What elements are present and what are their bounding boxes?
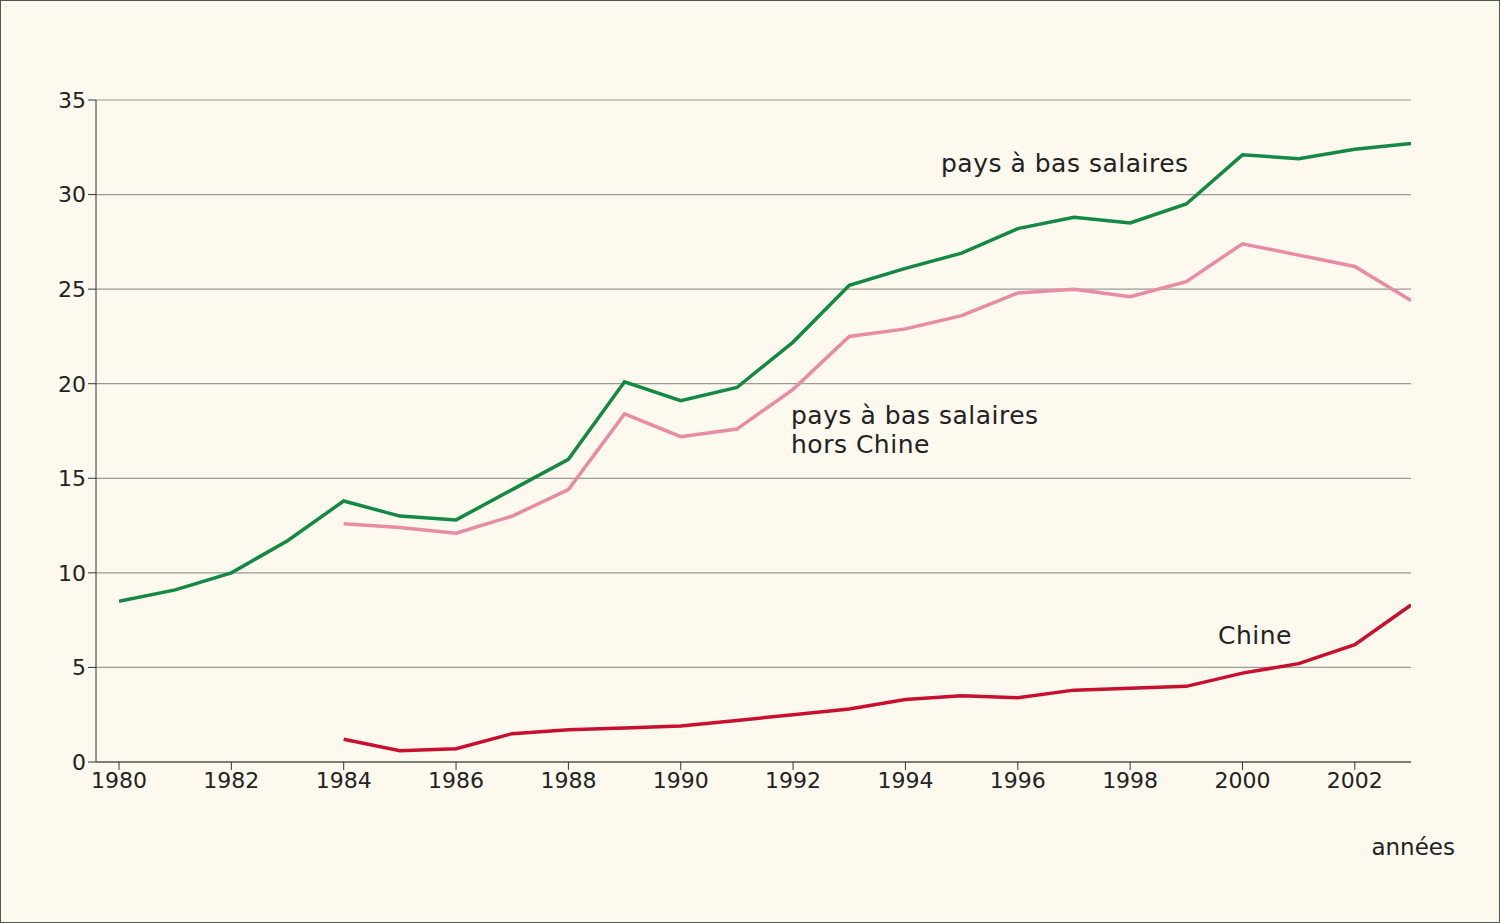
svg-text:1996: 1996 bbox=[990, 768, 1046, 793]
svg-text:15: 15 bbox=[58, 466, 86, 491]
svg-text:1982: 1982 bbox=[203, 768, 259, 793]
svg-text:25: 25 bbox=[58, 277, 86, 302]
svg-text:2000: 2000 bbox=[1214, 768, 1270, 793]
html-text:pays à bas salaires hors Chine: pays à bas salaires hors Chine bbox=[791, 401, 1039, 459]
svg-text:5: 5 bbox=[72, 655, 86, 680]
html-text:années: années bbox=[1371, 834, 1455, 860]
svg-text:1980: 1980 bbox=[91, 768, 147, 793]
svg-text:10: 10 bbox=[58, 561, 86, 586]
svg-text:1992: 1992 bbox=[765, 768, 821, 793]
svg-text:35: 35 bbox=[58, 88, 86, 113]
svg-text:1998: 1998 bbox=[1102, 768, 1158, 793]
html-text:pays à bas salaires: pays à bas salaires bbox=[941, 149, 1189, 178]
svg-text:1984: 1984 bbox=[316, 768, 372, 793]
svg-text:1988: 1988 bbox=[540, 768, 596, 793]
svg-text:1990: 1990 bbox=[653, 768, 709, 793]
svg-text:0: 0 bbox=[72, 750, 86, 775]
svg-text:1994: 1994 bbox=[877, 768, 933, 793]
svg-text:20: 20 bbox=[58, 372, 86, 397]
svg-text:30: 30 bbox=[58, 182, 86, 207]
svg-text:1986: 1986 bbox=[428, 768, 484, 793]
html-text:Chine: Chine bbox=[1218, 621, 1292, 650]
svg-text:2002: 2002 bbox=[1327, 768, 1383, 793]
